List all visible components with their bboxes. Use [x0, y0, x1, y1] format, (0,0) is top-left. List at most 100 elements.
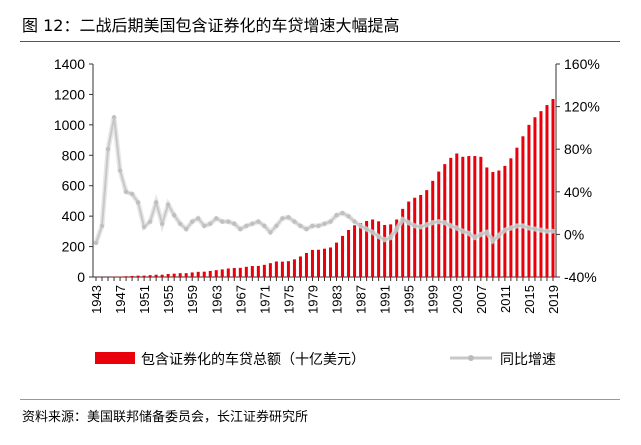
bar-1980: [316, 249, 320, 277]
bar-2002: [449, 157, 453, 277]
x-tick-label: 1959: [185, 285, 200, 314]
chart-title: 图 12：二战后期美国包含证券化的车贷增速大幅提高: [22, 16, 400, 35]
growth-point-2015: [526, 225, 532, 231]
growth-point-1954: [159, 221, 165, 226]
growth-point-1966: [232, 221, 237, 226]
x-tick-label: 1963: [209, 285, 224, 314]
bar-1971: [262, 264, 266, 277]
right-tick-label: 120%: [564, 99, 600, 115]
bar-2012: [509, 158, 513, 277]
x-tick-label: 1987: [354, 285, 369, 314]
growth-point-1974: [280, 216, 285, 221]
x-tick-label: 2015: [522, 285, 537, 314]
growth-point-1994: [400, 217, 405, 222]
right-tick-label: 80%: [564, 141, 592, 157]
growth-point-1981: [322, 221, 327, 226]
left-tick-label: 1400: [54, 56, 85, 72]
growth-point-1953: [153, 200, 159, 205]
source-note: 资料来源：美国联邦储备委员会，长江证券研究所: [22, 410, 309, 425]
bar-1954: [160, 274, 164, 277]
bar-2008: [485, 167, 489, 277]
bar-1993: [395, 219, 399, 277]
growth-point-1972: [268, 230, 273, 235]
growth-point-1957: [177, 221, 183, 226]
growth-point-2004: [460, 229, 465, 234]
x-tick-label: 1967: [233, 285, 248, 314]
growth-point-2012: [508, 225, 514, 231]
growth-point-1945: [105, 147, 111, 152]
bar-2000: [437, 171, 441, 277]
x-tick-label: 1955: [161, 285, 176, 314]
growth-point-2002: [448, 223, 453, 229]
growth-point-1990: [376, 234, 381, 239]
growth-point-1985: [346, 214, 351, 219]
growth-point-1960: [196, 216, 201, 221]
bar-1964: [220, 269, 224, 277]
growth-point-1984: [340, 210, 345, 216]
bar-2004: [461, 156, 465, 277]
bar-1974: [280, 261, 284, 277]
growth-point-1962: [208, 221, 213, 226]
growth-point-1955: [165, 202, 171, 207]
left-tick-label: 0: [77, 269, 85, 285]
growth-point-1996: [412, 223, 417, 229]
x-tick-label: 2007: [474, 285, 489, 314]
x-tick-label: 1979: [305, 285, 320, 314]
right-tick-label: -40%: [564, 269, 597, 285]
x-tick-label: 1947: [113, 285, 128, 314]
bar-1957: [178, 273, 182, 277]
bar-1968: [244, 266, 248, 277]
growth-point-1964: [220, 219, 225, 224]
growth-point-1952: [147, 219, 153, 224]
bar-2016: [533, 117, 537, 277]
growth-point-2006: [472, 235, 478, 240]
growth-point-2007: [478, 232, 484, 237]
bar-1996: [413, 197, 417, 277]
growth-point-1971: [262, 223, 267, 229]
bar-1969: [250, 266, 254, 277]
bar-2010: [497, 170, 501, 277]
bar-1965: [226, 268, 230, 277]
bar-2006: [473, 156, 477, 277]
bar-1973: [274, 261, 278, 277]
bar-1967: [238, 267, 242, 277]
legend-line-marker: [468, 355, 474, 361]
x-tick-label: 1951: [137, 285, 152, 314]
bar-1988: [365, 221, 369, 277]
bar-1970: [256, 265, 260, 277]
left-tick-label: 800: [62, 147, 86, 163]
bar-1987: [359, 222, 363, 277]
growth-point-1982: [328, 219, 333, 224]
x-tick-label: 1991: [378, 285, 393, 314]
bar-2007: [479, 156, 483, 277]
bar-1953: [154, 274, 158, 277]
growth-point-2010: [496, 233, 502, 238]
bar-1952: [148, 275, 152, 277]
bar-1999: [431, 180, 435, 277]
chart: 0 200 400 600 800 1000 1200 1400 -40% 0% 40% 80% 120…: [54, 56, 600, 367]
legend-line-label: 同比增速: [500, 351, 556, 367]
bar-1997: [419, 194, 423, 277]
growth-point-1999: [430, 220, 435, 225]
bar-2011: [503, 165, 507, 277]
bar-2018: [545, 105, 549, 277]
growth-point-2003: [454, 225, 459, 231]
growth-point-2014: [520, 223, 526, 229]
growth-point-1958: [184, 226, 189, 232]
left-tick-label: 400: [62, 208, 86, 224]
growth-point-1961: [202, 223, 207, 229]
growth-point-1991: [382, 237, 387, 242]
growth-point-2000: [436, 219, 441, 224]
growth-point-1948: [123, 189, 129, 194]
growth-point-2001: [442, 220, 447, 225]
bar-1949: [130, 275, 134, 277]
growth-point-1997: [418, 224, 423, 230]
growth-point-1979: [310, 223, 315, 229]
legend-bar-label: 包含证券化的车贷总额（十亿美元）: [141, 351, 365, 367]
x-tick-label: 1975: [281, 285, 296, 314]
growth-point-1968: [244, 223, 249, 229]
bar-1972: [268, 263, 272, 277]
growth-point-1947: [117, 168, 123, 173]
growth-point-2005: [466, 231, 472, 236]
bar-1959: [190, 272, 194, 277]
